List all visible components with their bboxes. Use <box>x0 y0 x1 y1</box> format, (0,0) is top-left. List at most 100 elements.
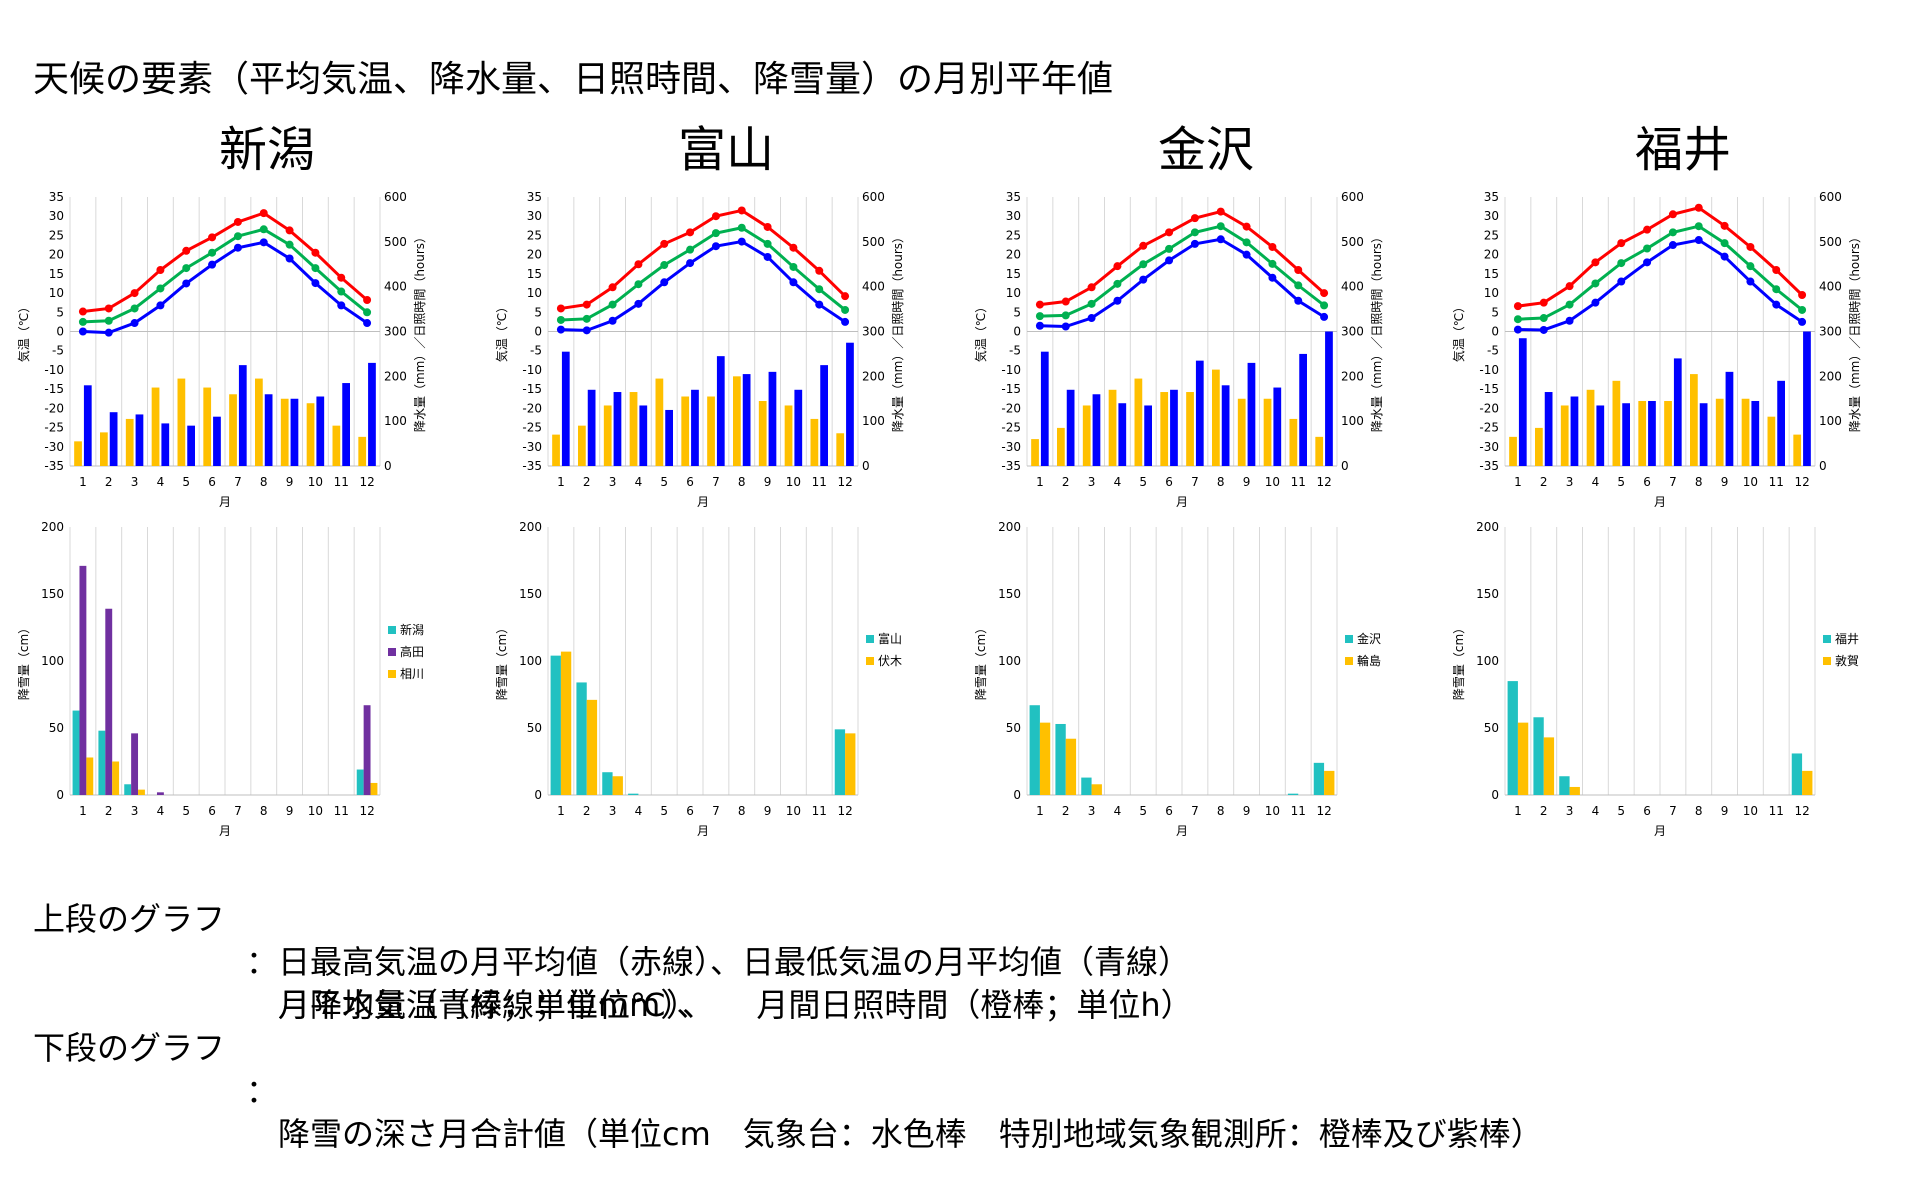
x-tick-label: 5 <box>660 475 668 489</box>
x-tick-label: 4 <box>157 804 165 818</box>
max-temp-point <box>156 266 165 275</box>
sunshine-bar <box>1031 439 1039 466</box>
max-temp-point <box>233 217 242 226</box>
snow-bar <box>602 772 613 795</box>
avg-temp-point <box>1513 315 1522 324</box>
max-temp-point <box>634 260 643 269</box>
sunshine-bar <box>733 376 741 466</box>
max-temp-point <box>841 292 850 301</box>
left-tick-label: 5 <box>56 305 64 319</box>
avg-temp-point <box>1798 305 1807 314</box>
legend-label: 新潟 <box>400 622 424 637</box>
max-temp-point <box>1591 258 1600 267</box>
precip-bar <box>83 385 92 466</box>
snow-bar <box>612 776 623 795</box>
max-temp-point <box>763 222 772 231</box>
precip-bar <box>1596 405 1605 466</box>
x-tick-label: 10 <box>308 804 323 818</box>
snow-axis-label: 降雪量（cm） <box>974 622 988 700</box>
sunshine-bar <box>1134 378 1143 466</box>
left-tick-label: 0 <box>1013 325 1021 339</box>
precip-bar <box>161 423 170 466</box>
x-tick-label: 2 <box>1540 475 1548 489</box>
avg-temp-point <box>1216 222 1225 231</box>
sunshine-bar <box>1082 405 1091 466</box>
x-tick-label: 3 <box>609 804 617 818</box>
precip-bar <box>1699 403 1708 466</box>
sunshine-bar <box>1741 398 1750 466</box>
sunshine-bar <box>1237 398 1246 466</box>
x-axis-label: 月 <box>697 495 709 509</box>
left-tick-label: 20 <box>1484 248 1499 262</box>
x-tick-label: 2 <box>1540 804 1548 818</box>
max-temp-point <box>1746 242 1755 251</box>
sunshine-bar <box>836 433 845 466</box>
x-tick-label: 7 <box>712 804 720 818</box>
max-temp-point <box>1513 302 1522 311</box>
left-tick-label: 25 <box>1006 228 1021 242</box>
x-tick-label: 9 <box>764 475 772 489</box>
x-tick-label: 7 <box>712 475 720 489</box>
left-tick-label: -10 <box>1001 363 1021 377</box>
precip-bar <box>1725 371 1734 466</box>
precip-bar <box>1299 353 1307 466</box>
sunshine-bar <box>1767 416 1776 466</box>
left-tick-label: 20 <box>527 248 542 262</box>
snow-bar <box>1313 762 1325 795</box>
avg-temp-point <box>1539 314 1548 323</box>
left-tick-label: -15 <box>44 382 64 396</box>
x-tick-label: 11 <box>334 475 349 489</box>
right-axis-label: 降水量（mm）／日照時間（hours） <box>413 231 427 432</box>
snow-bar <box>576 682 587 795</box>
legend-label: 敦賀 <box>1835 653 1859 668</box>
min-temp-point <box>634 299 643 308</box>
right-tick-label: 600 <box>862 190 885 204</box>
x-tick-label: 5 <box>182 804 190 818</box>
min-temp-line <box>560 240 846 332</box>
x-axis-label: 月 <box>219 824 231 838</box>
max-temp-point <box>1113 262 1122 271</box>
min-temp-point <box>1539 325 1548 334</box>
avg-temp-point <box>737 223 746 232</box>
legend-swatch <box>1345 657 1353 665</box>
avg-temp-point <box>1061 311 1070 320</box>
left-tick-label: 30 <box>1484 209 1499 223</box>
city-chart-0: 35302520151050-5-10-15-20-25-30-35600500… <box>16 190 427 838</box>
right-tick-label: 300 <box>1819 325 1842 339</box>
note-lower-row: 下段のグラフ ： 降雪の深さ月合計値（単位cm 気象台：水色棒 特別地域気象観測… <box>33 984 1543 1153</box>
right-tick-label: 100 <box>1819 414 1842 428</box>
precip-bar <box>561 351 570 466</box>
avg-temp-point <box>1591 279 1600 288</box>
max-temp-point <box>1268 242 1277 251</box>
sunshine-bar <box>1186 392 1194 466</box>
avg-temp-point <box>337 287 346 296</box>
sunshine-bar <box>280 398 289 466</box>
snow-bar <box>834 729 846 795</box>
snow-bar <box>1802 770 1813 795</box>
min-temp-point <box>1643 258 1652 267</box>
left-tick-label: 15 <box>527 267 542 281</box>
x-tick-label: 12 <box>359 804 374 818</box>
city-title-kanazawa: 金沢 <box>1157 122 1254 178</box>
left-tick-label: 30 <box>49 209 64 223</box>
x-tick-label: 4 <box>1592 804 1600 818</box>
avg-temp-point <box>608 300 617 309</box>
left-tick-label: 0 <box>56 325 64 339</box>
min-temp-point <box>259 238 268 247</box>
right-axis-label: 降水量（mm）／日照時間（hours） <box>1370 231 1384 432</box>
sunshine-bar <box>578 425 586 466</box>
avg-temp-line <box>1039 224 1326 318</box>
avg-temp-point <box>1772 285 1781 294</box>
left-axis-label: 気温（℃） <box>1451 301 1466 362</box>
x-tick-label: 8 <box>260 804 268 818</box>
sunshine-bar <box>203 387 212 466</box>
left-tick-label: -35 <box>1001 459 1021 473</box>
right-tick-label: 200 <box>1341 369 1364 383</box>
left-tick-label: 25 <box>1484 228 1499 242</box>
left-tick-label: 25 <box>49 228 64 242</box>
min-temp-point <box>363 319 372 328</box>
avg-temp-point <box>660 261 669 270</box>
min-temp-point <box>1798 317 1807 326</box>
precip-bar <box>691 389 699 466</box>
snow-bar <box>105 608 113 795</box>
